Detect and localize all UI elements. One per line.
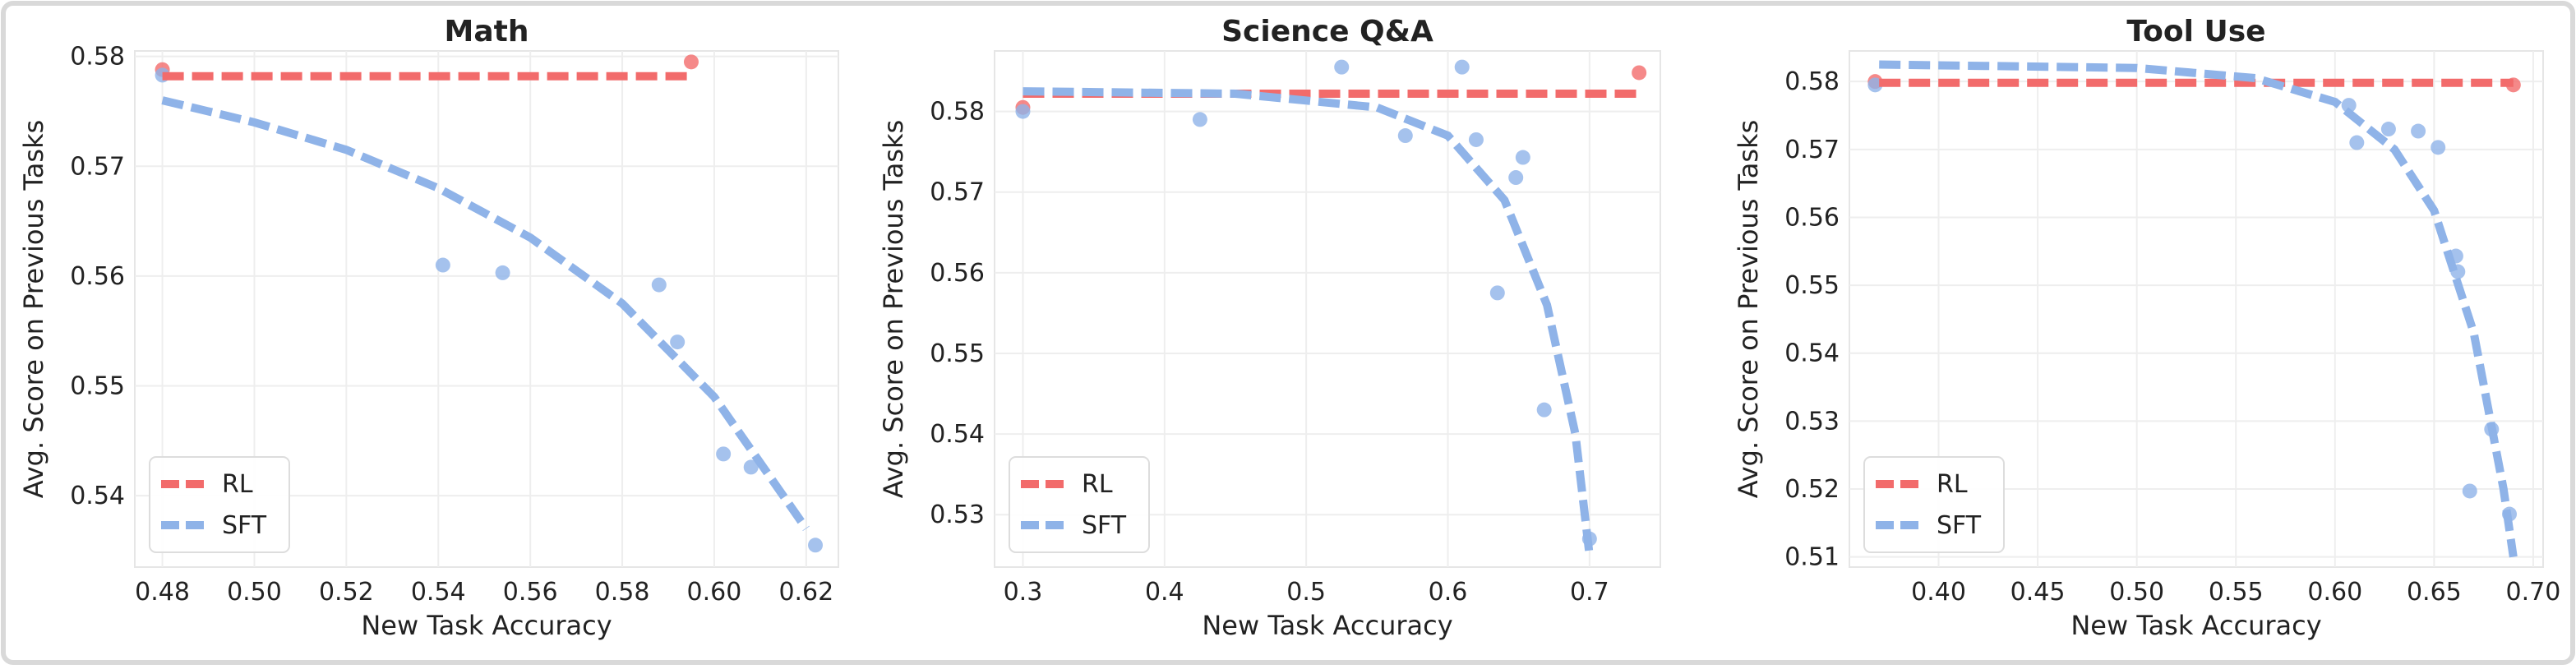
x-tick-label: 0.62	[778, 578, 833, 607]
y-tick-label: 0.58	[70, 43, 125, 72]
y-tick-label: 0.54	[1784, 339, 1840, 368]
x-tick-label: 0.54	[411, 578, 466, 607]
y-tick-label: 0.54	[930, 420, 985, 449]
legend-label: SFT	[1937, 511, 1982, 540]
point	[1508, 170, 1524, 186]
y-tick-label: 0.54	[70, 482, 125, 510]
point	[435, 257, 450, 273]
y-tick-label: 0.57	[930, 178, 985, 207]
point	[683, 54, 699, 70]
legend-label: SFT	[222, 511, 267, 540]
y-tick-label: 0.55	[930, 339, 985, 368]
x-tick-label: 0.50	[227, 578, 282, 607]
y-tick-label: 0.56	[1784, 203, 1840, 232]
point	[1397, 128, 1413, 144]
fit-line	[1879, 60, 2518, 558]
y-tick-label: 0.57	[70, 152, 125, 181]
legend-label: RL	[1937, 470, 1968, 499]
x-tick-label: 0.40	[1911, 578, 1966, 607]
point	[670, 334, 686, 350]
panel: 0.48 0.50 0.52 0.54 0.56 0.58 0.60 0.62 0.54 0.55…	[18, 15, 839, 641]
y-axis-label: Avg. Score on Previous Tasks	[1733, 120, 1764, 499]
x-tick-label: 0.60	[687, 578, 742, 607]
point	[1489, 285, 1505, 301]
x-tick-label: 0.48	[135, 578, 190, 607]
point	[1867, 77, 1883, 93]
point	[651, 277, 667, 293]
point	[808, 538, 824, 553]
x-tick-label: 0.55	[2209, 578, 2264, 607]
x-tick-label: 0.70	[2506, 578, 2561, 607]
point	[1468, 131, 1484, 147]
point	[495, 265, 510, 280]
x-tick-label: 0.56	[503, 578, 558, 607]
legend: RL SFT	[1009, 456, 1150, 553]
x-tick-label: 0.58	[595, 578, 650, 607]
x-axis-label: New Task Accuracy	[361, 610, 612, 641]
panel: 0.40 0.45 0.50 0.55 0.60 0.65 0.70 0.51 0.52 0.53…	[1733, 15, 2560, 641]
point	[2462, 483, 2477, 499]
x-tick-label: 0.52	[319, 578, 374, 607]
point	[2411, 123, 2426, 139]
x-axis-label: New Task Accuracy	[2070, 610, 2321, 641]
panel: 0.3 0.4 0.5 0.6 0.7 0.53 0.54 0.55 0.56 0.57 0.58 S…	[878, 15, 1661, 641]
x-axis-label: New Task Accuracy	[1202, 610, 1452, 641]
legend-box	[1863, 456, 2005, 553]
x-tick-label: 0.50	[2109, 578, 2164, 607]
chart-title: Math	[445, 15, 529, 48]
y-axis-label: Avg. Score on Previous Tasks	[878, 120, 909, 499]
legend-box	[1009, 456, 1150, 553]
point	[1192, 112, 1207, 127]
y-tick-label: 0.53	[1784, 407, 1840, 436]
fit-line	[161, 96, 810, 532]
point	[1454, 59, 1470, 75]
fit-line	[1023, 87, 1594, 556]
x-tick-label: 0.4	[1145, 578, 1184, 607]
x-tick-label: 0.5	[1286, 578, 1326, 607]
point	[1334, 59, 1350, 75]
y-tick-label: 0.51	[1784, 543, 1840, 572]
point	[2431, 140, 2446, 155]
y-tick-label: 0.55	[1784, 271, 1840, 300]
point	[1536, 402, 1552, 418]
chart-title: Tool Use	[2126, 15, 2265, 48]
point	[716, 446, 732, 462]
y-tick-label: 0.58	[930, 98, 985, 127]
point	[2349, 135, 2365, 150]
point	[1632, 65, 1647, 81]
y-tick-label: 0.56	[70, 262, 125, 291]
y-tick-label: 0.56	[930, 259, 985, 288]
x-tick-label: 0.65	[2407, 578, 2462, 607]
x-tick-label: 0.3	[1004, 578, 1043, 607]
legend-label: SFT	[1082, 511, 1127, 540]
x-tick-label: 0.45	[2010, 578, 2066, 607]
y-tick-label: 0.52	[1784, 475, 1840, 504]
point	[1515, 150, 1530, 165]
y-axis-label: Avg. Score on Previous Tasks	[18, 120, 49, 499]
point	[1015, 104, 1031, 119]
y-tick-label: 0.55	[70, 372, 125, 401]
y-tick-label: 0.53	[930, 501, 985, 529]
point	[2380, 122, 2396, 137]
y-tick-label: 0.58	[1784, 67, 1840, 96]
x-tick-label: 0.60	[2307, 578, 2362, 607]
legend-label: RL	[222, 470, 253, 499]
legend: RL SFT	[1863, 456, 2005, 553]
legend: RL SFT	[149, 456, 290, 553]
point	[2341, 98, 2357, 113]
point	[743, 459, 759, 475]
chart-title: Science Q&A	[1221, 15, 1433, 48]
x-tick-label: 0.7	[1570, 578, 1609, 607]
x-tick-label: 0.6	[1429, 578, 1468, 607]
y-tick-label: 0.57	[1784, 136, 1840, 164]
legend-box	[149, 456, 290, 553]
legend-label: RL	[1082, 470, 1113, 499]
